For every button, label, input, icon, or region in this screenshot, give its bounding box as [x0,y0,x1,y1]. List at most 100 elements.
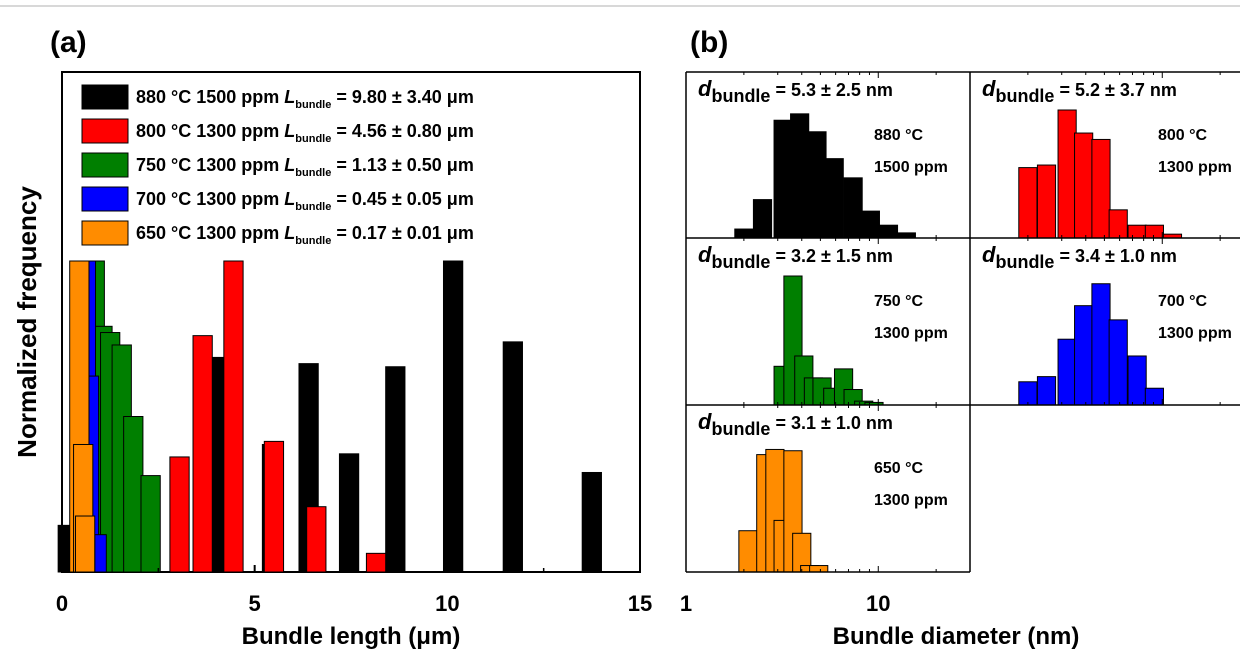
bar [123,416,144,573]
series-4 [69,260,96,573]
x-tick-label: 10 [866,591,890,616]
bar [192,335,213,573]
temperature-label: 800 °C [1158,127,1208,144]
stat-symbol: d [698,76,712,101]
stat-symbol: d [982,242,996,267]
legend-swatch [81,152,129,178]
bar [1018,167,1038,239]
legend-stat-symbol: L [284,155,295,175]
x-tick-label: 0 [56,591,68,616]
legend-entry: 880 °C 1500 ppm Lbundle = 9.80 ± 3.40 μm [136,87,474,111]
stat-label: dbundle = 3.2 ± 1.5 nm [698,242,893,272]
bar [1057,338,1077,406]
concentration-label: 1300 ppm [1158,325,1232,342]
series-1 [169,260,387,573]
panel-b-label: (b) [690,26,728,59]
bar [809,565,829,573]
bar [878,224,899,239]
bar [1057,109,1077,239]
x-tick-label: 5 [249,591,261,616]
stat-label: dbundle = 3.4 ± 1.0 nm [982,242,1177,272]
stat-value: = 5.2 ± 3.7 nm [1054,80,1176,100]
bar [1108,319,1128,406]
bar [1036,376,1057,406]
bar [442,260,464,573]
stat-label: dbundle = 5.3 ± 2.5 nm [698,76,893,106]
stat-label: dbundle = 3.1 ± 1.0 nm [698,409,893,439]
x-tick-label: 15 [628,591,652,616]
panel-a-label: (a) [50,26,87,59]
panel-b-frame [685,71,1240,573]
stat-value: = 3.4 ± 1.0 nm [1054,246,1176,266]
bar [1108,209,1128,239]
temperature-label: 700 °C [1158,293,1208,310]
subplot-3: dbundle = 3.4 ± 1.0 nm 700 °C 1300 ppm [982,242,1232,406]
bar [581,471,602,573]
x-tick-label: 1 [680,591,692,616]
legend-swatch [81,118,129,144]
legend-stat-value: = 4.56 ± 0.80 μm [331,121,473,141]
legend-stat-sub: bundle [295,201,331,213]
bar [306,506,327,573]
bar [502,341,523,573]
bar [843,177,863,239]
bar [1127,355,1147,406]
legend-entry: 750 °C 1300 ppm Lbundle = 1.13 ± 0.50 μm [136,155,474,179]
subplot-0: dbundle = 5.3 ± 2.5 nm 880 °C 1500 ppm [698,76,948,239]
bar [1018,381,1038,406]
bar [338,453,360,573]
stat-sub: bundle [711,252,770,272]
stat-sub: bundle [711,419,770,439]
legend-swatch [81,220,129,246]
concentration-label: 1300 ppm [874,325,948,342]
bar [752,199,773,239]
stat-value: = 5.3 ± 2.5 nm [770,80,892,100]
legend-series-name: 700 °C 1300 ppm [136,189,284,209]
bar [896,232,916,239]
bar [1074,132,1094,239]
stat-sub: bundle [995,252,1054,272]
bar [738,530,758,573]
legend-series-name: 750 °C 1300 ppm [136,155,284,175]
temperature-label: 750 °C [874,293,924,310]
legend-stat-sub: bundle [295,99,331,111]
bar [263,440,285,573]
legend-stat-value: = 1.13 ± 0.50 μm [331,155,473,175]
legend-entry: 700 °C 1300 ppm Lbundle = 0.45 ± 0.05 μm [136,189,474,213]
legend-stat-value: = 0.45 ± 0.05 μm [331,189,473,209]
legend-stat-value: = 9.80 ± 3.40 μm [331,87,473,107]
concentration-label: 1500 ppm [874,159,948,176]
legend-stat-sub: bundle [295,167,331,179]
stat-symbol: d [982,76,996,101]
x-axis-label: Bundle length (μm) [242,623,461,650]
legend-stat-sub: bundle [295,133,331,145]
concentration-label: 1300 ppm [874,492,948,509]
bar [773,119,793,239]
legend-entry: 800 °C 1300 ppm Lbundle = 4.56 ± 0.80 μm [136,121,474,145]
bar [824,158,844,239]
bar [140,475,161,573]
x-tick-label: 10 [435,591,459,616]
bar [1144,387,1164,406]
stat-label: dbundle = 5.2 ± 3.7 nm [982,76,1177,106]
bar [790,113,810,239]
subplot-1: dbundle = 5.2 ± 3.7 nm 800 °C 1300 ppm [982,76,1232,239]
legend-stat-value: = 0.17 ± 0.01 μm [331,223,473,243]
subplot-2: dbundle = 3.2 ± 1.5 nm 750 °C 1300 ppm [698,242,948,406]
stat-sub: bundle [995,86,1054,106]
stat-symbol: d [698,242,712,267]
legend-series-name: 650 °C 1300 ppm [136,223,284,243]
legend-stat-symbol: L [284,223,295,243]
bar [385,366,406,573]
bar [169,456,190,573]
subplot-4: dbundle = 3.1 ± 1.0 nm 650 °C 1300 ppm [698,409,948,573]
x-axis-label: Bundle diameter (nm) [833,623,1080,650]
temperature-label: 650 °C [874,460,924,477]
legend-stat-sub: bundle [295,235,331,247]
bar [1074,305,1094,406]
bar [860,210,880,239]
stat-value: = 3.1 ± 1.0 nm [770,413,892,433]
bar [94,534,107,573]
